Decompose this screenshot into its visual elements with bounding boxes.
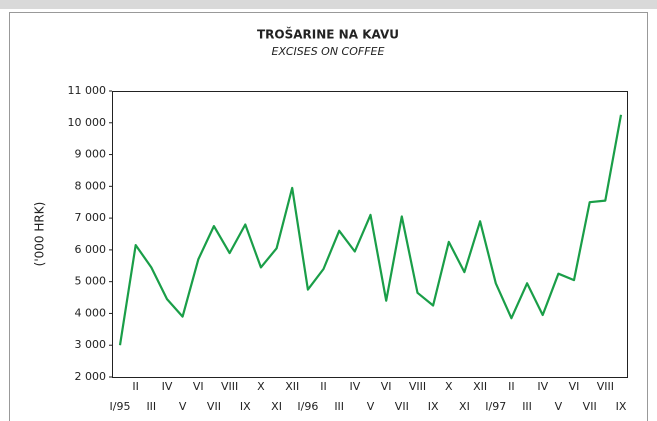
x-tick-label: VII	[207, 400, 221, 413]
y-tick-label: 7 000	[75, 211, 107, 224]
y-tick-label: 9 000	[75, 148, 107, 161]
x-tick-label: V	[179, 400, 187, 413]
x-tick-label: XII	[473, 380, 487, 393]
x-tick-label: VI	[569, 380, 580, 393]
y-axis-label: ('000 HRK)	[33, 202, 47, 267]
y-tick-label: 10 000	[68, 116, 107, 129]
x-tick-label: I/95	[110, 400, 131, 413]
x-tick-label: I/97	[485, 400, 506, 413]
x-tick-label: IV	[162, 380, 173, 393]
y-tick-label: 2 000	[75, 370, 107, 383]
x-tick-label: X	[257, 380, 265, 393]
y-tick-label: 11 000	[68, 84, 107, 97]
x-tick-label: X	[445, 380, 453, 393]
x-tick-label: I/96	[297, 400, 318, 413]
frame	[9, 12, 648, 421]
y-tick-label: 8 000	[75, 179, 107, 192]
x-tick-label: V	[555, 400, 563, 413]
x-tick-label: XI	[459, 400, 470, 413]
x-tick-label: VIII	[221, 380, 238, 393]
x-tick-label: III	[522, 400, 532, 413]
x-tick-label: IX	[240, 400, 251, 413]
top-bar	[0, 0, 657, 9]
x-tick-label: VII	[395, 400, 409, 413]
x-tick-label: II	[132, 380, 139, 393]
chart-subtitle: EXCISES ON COFFEE	[272, 45, 385, 58]
x-tick-label: II	[320, 380, 327, 393]
x-tick-label: XI	[271, 400, 282, 413]
x-tick-label: IX	[616, 400, 627, 413]
x-tick-label: VIII	[409, 380, 426, 393]
x-tick-label: VI	[193, 380, 204, 393]
y-tick-label: 3 000	[75, 338, 107, 351]
x-tick-label: V	[367, 400, 375, 413]
plot-frame	[112, 91, 628, 378]
x-tick-label: VI	[381, 380, 392, 393]
x-tick-label: III	[334, 400, 344, 413]
y-tick-label: 5 000	[75, 275, 107, 288]
x-tick-label: XII	[285, 380, 299, 393]
x-tick-label: IX	[428, 400, 439, 413]
x-tick-label: VIII	[597, 380, 614, 393]
chart-title: TROŠARINE NA KAVU	[257, 27, 399, 42]
x-tick-label: VII	[583, 400, 597, 413]
data-line	[118, 114, 623, 346]
x-tick-label: IV	[537, 380, 548, 393]
y-tick-label: 4 000	[75, 306, 107, 319]
x-tick-label: II	[508, 380, 515, 393]
x-tick-label: III	[146, 400, 156, 413]
x-tick-label: IV	[349, 380, 360, 393]
y-tick-label: 6 000	[75, 243, 107, 256]
